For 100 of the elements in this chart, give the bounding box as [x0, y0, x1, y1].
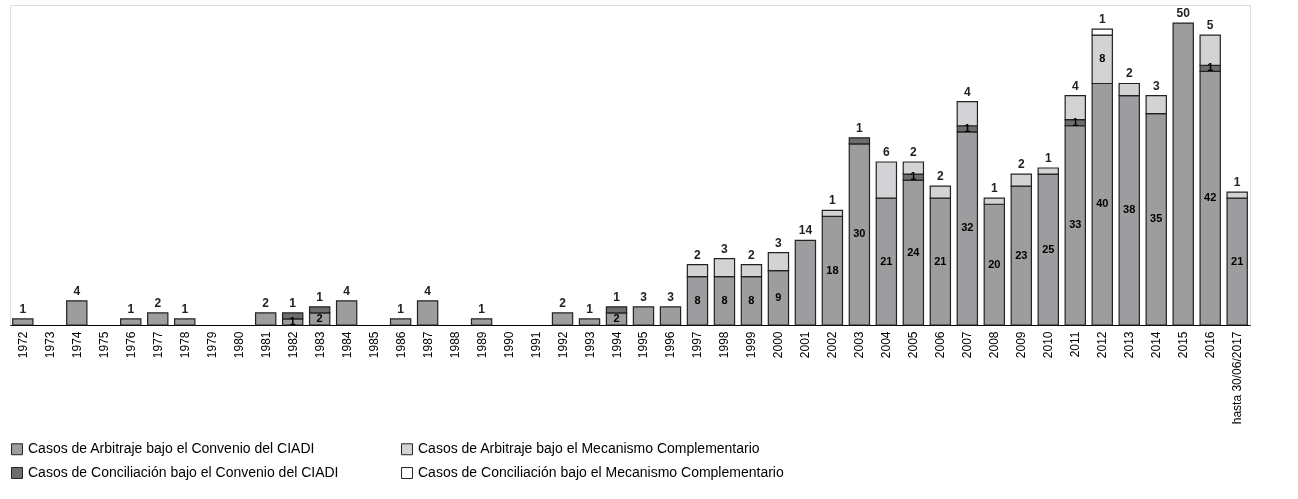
data-label: 4: [73, 283, 81, 298]
x-tick-label: 1990: [501, 331, 516, 359]
x-tick-label: 2004: [879, 331, 894, 359]
x-tick-label: 1981: [258, 331, 273, 359]
bar: [120, 318, 142, 326]
x-tick-label: 1982: [285, 331, 300, 359]
x-tick-label: 2002: [825, 331, 840, 359]
x-tick-label: 1978: [177, 331, 192, 359]
data-label: 38: [1123, 203, 1136, 216]
data-label: 4: [1071, 78, 1079, 93]
x-tick-label: 2006: [933, 331, 948, 359]
x-tick-label: 1995: [636, 331, 651, 359]
x-tick-label: 2007: [960, 331, 975, 359]
data-label: 25: [1042, 242, 1055, 255]
legend-label: Casos de Arbitraje bajo el Convenio del CIADI: [28, 440, 315, 457]
x-tick-label: 1988: [447, 331, 462, 359]
bar: [66, 300, 88, 326]
data-label: 1: [829, 193, 837, 208]
x-tick-label: 1991: [528, 331, 543, 359]
x-tick-label: 1984: [339, 331, 354, 359]
data-label: 1: [19, 301, 27, 316]
data-label: 1: [856, 120, 864, 135]
x-tick-label: 1997: [690, 331, 705, 359]
x-tick-label: 2011: [1068, 331, 1083, 358]
legend-label: Casos de Conciliación bajo el Convenio del CIADI: [28, 464, 339, 480]
bar: [659, 306, 682, 326]
data-label: 1: [990, 181, 998, 196]
x-tick-label: 1994: [609, 331, 624, 359]
data-label: 2: [1125, 66, 1133, 81]
data-label: 1: [613, 289, 621, 304]
data-label: 3: [1152, 78, 1160, 93]
x-tick-label: 1974: [69, 331, 84, 359]
data-label: 2: [613, 311, 620, 324]
data-label: 5: [1206, 18, 1214, 33]
data-label: 8: [721, 293, 728, 306]
x-tick-label: 1975: [96, 331, 111, 359]
data-label: 6: [883, 144, 891, 159]
x-tick-label: 2008: [987, 331, 1002, 359]
data-label: 3: [667, 289, 675, 304]
bar: [632, 306, 655, 326]
x-tick-label: 2000: [771, 331, 786, 359]
data-label: 1: [1098, 12, 1106, 27]
x-tick-label: 2015: [1176, 331, 1191, 359]
data-label: 1: [1207, 61, 1214, 74]
data-label: 8: [694, 293, 701, 306]
data-label: 20: [988, 257, 1001, 270]
data-label: 33: [1069, 218, 1082, 231]
data-label: 1: [289, 295, 297, 310]
x-tick-label: 1987: [420, 331, 435, 359]
data-label: 21: [880, 254, 893, 267]
data-label: 21: [1231, 254, 1244, 267]
x-tick-label: 2013: [1122, 331, 1137, 359]
bar: [416, 300, 439, 326]
x-tick-label: 2003: [852, 331, 867, 359]
data-label: 3: [775, 235, 783, 250]
data-label: 3: [640, 289, 648, 304]
data-label: 1: [1233, 175, 1241, 190]
bar: [389, 318, 412, 326]
bar: [174, 318, 196, 326]
x-tick-label: 1999: [744, 331, 759, 359]
data-label: 14: [798, 223, 813, 238]
data-label: 2: [694, 247, 702, 262]
data-label: 4: [343, 283, 351, 298]
bar: [335, 300, 358, 326]
x-tick-label: 1993: [582, 331, 597, 359]
x-tick-label: 2009: [1014, 331, 1029, 359]
data-label: 1: [181, 301, 189, 316]
data-label: 1: [127, 301, 135, 316]
data-label: 1: [1072, 115, 1079, 128]
x-tick-label: 1996: [663, 331, 678, 359]
bar: [254, 312, 277, 326]
data-label: 2: [316, 311, 323, 324]
x-tick-label: 1976: [123, 331, 138, 359]
data-label: 2: [559, 295, 567, 310]
x-tick-label: 2016: [1203, 331, 1218, 359]
bar: [147, 312, 169, 326]
x-tick-label: 1985: [366, 331, 381, 359]
x-tick-label: 1998: [717, 331, 732, 359]
bar: [902, 179, 925, 326]
x-tick-label: 2001: [798, 331, 813, 359]
x-tick-label: 2010: [1041, 331, 1056, 359]
data-label: 30: [853, 227, 866, 240]
data-label: 2: [910, 144, 918, 159]
data-label: 2: [1017, 157, 1025, 172]
data-label: 1: [586, 301, 594, 316]
x-tick-label: 1980: [231, 331, 246, 359]
data-label: 1: [316, 289, 324, 304]
data-label: 50: [1176, 6, 1191, 21]
data-label: 1: [397, 301, 405, 316]
data-label: 3: [721, 241, 729, 256]
bar: [578, 318, 601, 326]
bar: [12, 318, 34, 326]
data-label: 9: [775, 290, 782, 303]
data-label: 42: [1204, 191, 1217, 204]
data-label: 8: [1099, 52, 1106, 65]
data-label: 4: [963, 84, 971, 99]
data-label: 1: [478, 301, 486, 316]
data-label: 40: [1096, 197, 1109, 210]
data-label: 2: [748, 247, 756, 262]
data-label: 21: [934, 254, 947, 267]
